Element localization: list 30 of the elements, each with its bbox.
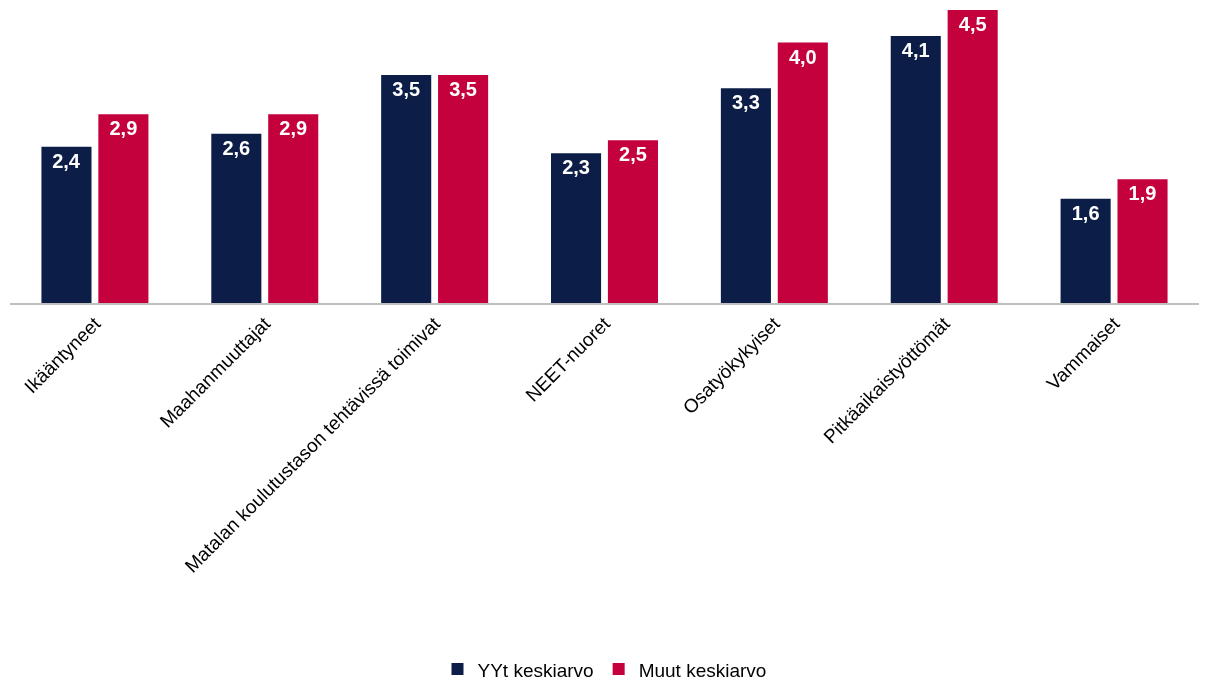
data-label: 2,4 xyxy=(52,149,81,172)
data-label: 3,3 xyxy=(732,91,760,114)
bar xyxy=(890,36,941,303)
bar xyxy=(720,88,771,303)
bar xyxy=(438,75,489,303)
bar xyxy=(268,114,319,303)
data-label: 3,5 xyxy=(392,78,421,101)
data-label: 2,6 xyxy=(222,136,251,159)
data-label: 4,5 xyxy=(958,13,987,35)
data-label: 2,9 xyxy=(279,117,308,140)
bar xyxy=(41,146,92,303)
legend-label: Muut keskiarvo xyxy=(638,659,767,681)
data-label: 3,5 xyxy=(449,78,477,101)
bar xyxy=(98,114,149,303)
data-label: 2,9 xyxy=(109,117,138,140)
data-label: 2,3 xyxy=(562,156,590,179)
data-label: 1,9 xyxy=(1128,182,1157,205)
data-label: 4,0 xyxy=(788,45,817,68)
bar xyxy=(1060,198,1111,303)
bar xyxy=(211,133,262,303)
bar xyxy=(947,10,998,303)
legend-label: YYt keskiarvo xyxy=(477,659,594,681)
data-label: 2,5 xyxy=(619,143,647,166)
data-label: 4,1 xyxy=(901,39,930,62)
bar xyxy=(381,75,432,303)
data-label: 1,6 xyxy=(1071,201,1100,224)
bar xyxy=(607,140,658,303)
bar xyxy=(551,153,602,303)
bar xyxy=(777,42,828,303)
bar xyxy=(1117,179,1168,303)
